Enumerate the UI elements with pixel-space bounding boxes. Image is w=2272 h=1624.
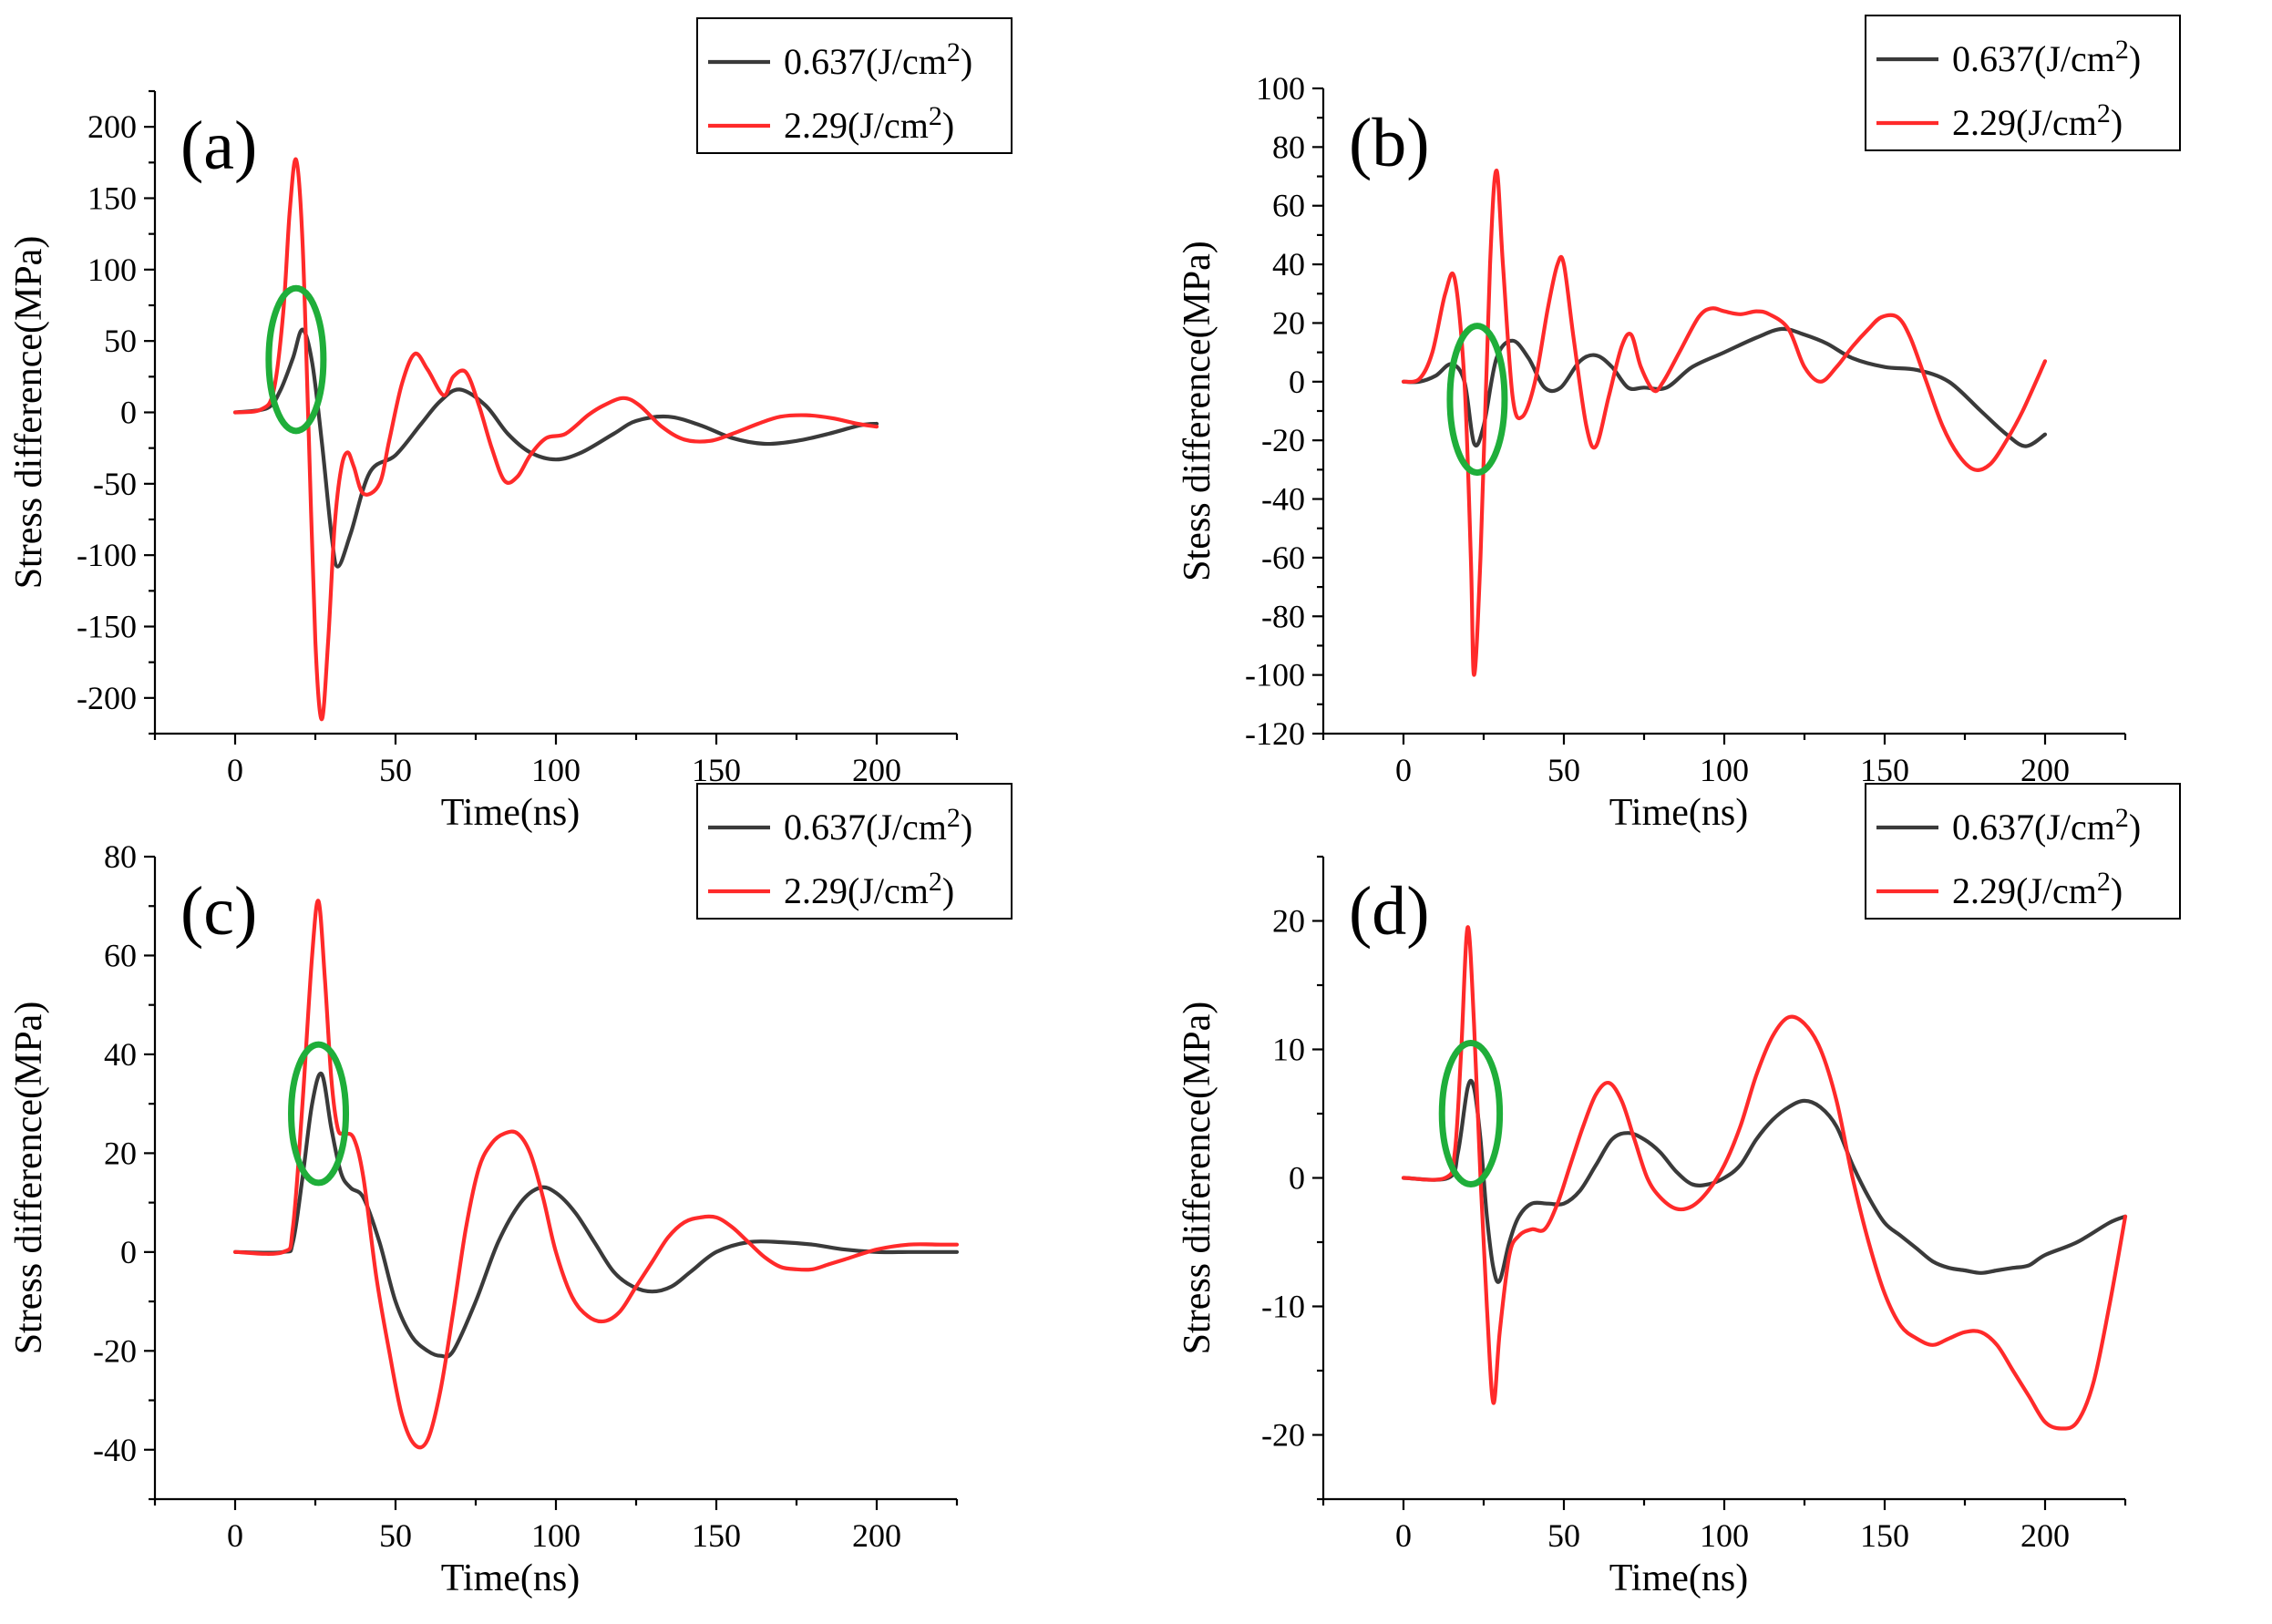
legend-label: 0.637(J/cm2) bbox=[784, 37, 972, 82]
x-tick-label: 200 bbox=[2020, 1517, 2070, 1554]
y-tick-label: 80 bbox=[1272, 128, 1305, 165]
legend-label: 0.637(J/cm2) bbox=[1952, 35, 2141, 79]
panel-label: (d) bbox=[1349, 873, 1430, 950]
legend-label: 2.29(J/cm2) bbox=[1952, 98, 2123, 143]
y-axis-title: Stress difference(MPa) bbox=[8, 1002, 50, 1355]
x-tick-label: 200 bbox=[2020, 752, 2070, 788]
y-tick-label: -200 bbox=[77, 680, 137, 716]
series-line-0637 bbox=[1401, 326, 2048, 448]
y-tick-label: 80 bbox=[104, 838, 137, 875]
highlight-ellipse bbox=[1438, 1039, 1504, 1188]
series-line-0637 bbox=[1401, 1078, 2128, 1284]
series-line-229 bbox=[232, 157, 879, 722]
legend-label: 0.637(J/cm2) bbox=[1952, 803, 2141, 848]
panel-label: (a) bbox=[180, 108, 257, 184]
y-tick-label: -10 bbox=[1261, 1289, 1305, 1325]
legend-label: 2.29(J/cm2) bbox=[1952, 867, 2123, 911]
series-line-229 bbox=[1401, 169, 2048, 677]
y-tick-label: 0 bbox=[1289, 364, 1305, 400]
x-axis-title: Time(ns) bbox=[1609, 792, 1748, 834]
y-tick-label: 10 bbox=[1272, 1032, 1305, 1068]
y-tick-label: 0 bbox=[120, 395, 137, 431]
y-tick-label: -40 bbox=[1261, 481, 1305, 518]
series-line-229 bbox=[232, 899, 960, 1450]
y-tick-label: 60 bbox=[1272, 188, 1305, 224]
y-tick-label: -100 bbox=[1245, 657, 1305, 694]
x-tick-label: 50 bbox=[1547, 1517, 1580, 1554]
y-tick-label: 150 bbox=[87, 180, 137, 217]
y-tick-label: 20 bbox=[1272, 903, 1305, 940]
series-line-229 bbox=[1401, 925, 2128, 1431]
legend-label: 2.29(J/cm2) bbox=[784, 867, 954, 911]
x-tick-label: 0 bbox=[1395, 752, 1412, 788]
x-tick-label: 200 bbox=[852, 752, 901, 788]
x-tick-label: 100 bbox=[531, 752, 581, 788]
y-tick-label: 200 bbox=[87, 108, 137, 145]
x-tick-label: 0 bbox=[1395, 1517, 1412, 1554]
legend-box bbox=[1865, 15, 2181, 151]
series-line-0637 bbox=[232, 327, 879, 569]
y-tick-label: -80 bbox=[1261, 598, 1305, 634]
y-axis-title: Stress difference(MPa) bbox=[8, 236, 50, 590]
y-tick-label: -150 bbox=[77, 609, 137, 645]
y-tick-label: -20 bbox=[1261, 422, 1305, 458]
y-tick-label: 0 bbox=[1289, 1160, 1305, 1197]
legend-box bbox=[696, 783, 1013, 920]
y-tick-label: 40 bbox=[1272, 246, 1305, 283]
legend-label: 0.637(J/cm2) bbox=[784, 803, 972, 848]
x-tick-label: 0 bbox=[227, 752, 243, 788]
x-tick-label: 0 bbox=[227, 1517, 243, 1554]
y-tick-label: 100 bbox=[1256, 70, 1305, 107]
y-tick-label: -60 bbox=[1261, 540, 1305, 576]
y-tick-label: -40 bbox=[93, 1432, 137, 1468]
y-tick-label: -120 bbox=[1245, 715, 1305, 752]
x-tick-label: 150 bbox=[692, 752, 741, 788]
y-tick-label: -100 bbox=[77, 537, 137, 573]
series-line-0637 bbox=[232, 1071, 960, 1359]
panel-b: 0 50 100 150 200 -120 -100 -80 -60 -40 -20 0 20 40 60 8… bbox=[1177, 15, 2181, 834]
legend-label: 2.29(J/cm2) bbox=[784, 101, 954, 146]
x-tick-label: 50 bbox=[379, 1517, 412, 1554]
y-tick-label: 20 bbox=[104, 1135, 137, 1171]
y-tick-label: 0 bbox=[120, 1234, 137, 1270]
y-tick-label: -20 bbox=[1261, 1417, 1305, 1454]
x-tick-label: 50 bbox=[379, 752, 412, 788]
x-axis-title: Time(ns) bbox=[1609, 1557, 1748, 1599]
y-tick-label: -20 bbox=[93, 1332, 137, 1369]
x-tick-label: 150 bbox=[692, 1517, 741, 1554]
x-tick-label: 50 bbox=[1547, 752, 1580, 788]
x-axis-title: Time(ns) bbox=[441, 792, 580, 834]
panel-c: 0 50 100 150 200 -40 -20 0 20 40 60 80 Time(ns) Stres… bbox=[8, 783, 1013, 1599]
panel-d: 0 50 100 150 200 -20 -10 0 10 20 Time(ns) Stress di… bbox=[1177, 783, 2181, 1599]
x-tick-label: 150 bbox=[1860, 1517, 1909, 1554]
y-tick-label: 60 bbox=[104, 937, 137, 973]
highlight-ellipse bbox=[1446, 323, 1508, 477]
y-axis-title: Stess difference(MPa) bbox=[1177, 241, 1218, 581]
panel-a: 0 50 100 150 200 -200 -150 -100 -50 0 50 100 150 200 T… bbox=[8, 17, 1013, 834]
y-tick-label: 40 bbox=[104, 1036, 137, 1073]
y-axis-title: Stress difference(MPa) bbox=[1177, 1002, 1218, 1355]
panel-label: (b) bbox=[1349, 105, 1430, 181]
legend-box bbox=[1865, 783, 2181, 920]
x-axis-title: Time(ns) bbox=[441, 1557, 580, 1599]
x-tick-label: 100 bbox=[1700, 752, 1749, 788]
y-tick-label: -50 bbox=[93, 466, 137, 502]
x-tick-label: 100 bbox=[1700, 1517, 1749, 1554]
legend-box bbox=[696, 17, 1013, 154]
y-tick-label: 100 bbox=[87, 252, 137, 288]
x-tick-label: 150 bbox=[1860, 752, 1909, 788]
y-tick-label: 20 bbox=[1272, 304, 1305, 341]
x-tick-label: 100 bbox=[531, 1517, 581, 1554]
highlight-ellipse bbox=[265, 284, 327, 435]
y-tick-label: 50 bbox=[104, 323, 137, 359]
highlight-ellipse bbox=[288, 1041, 350, 1187]
x-tick-label: 200 bbox=[852, 1517, 901, 1554]
panel-label: (c) bbox=[180, 873, 257, 950]
